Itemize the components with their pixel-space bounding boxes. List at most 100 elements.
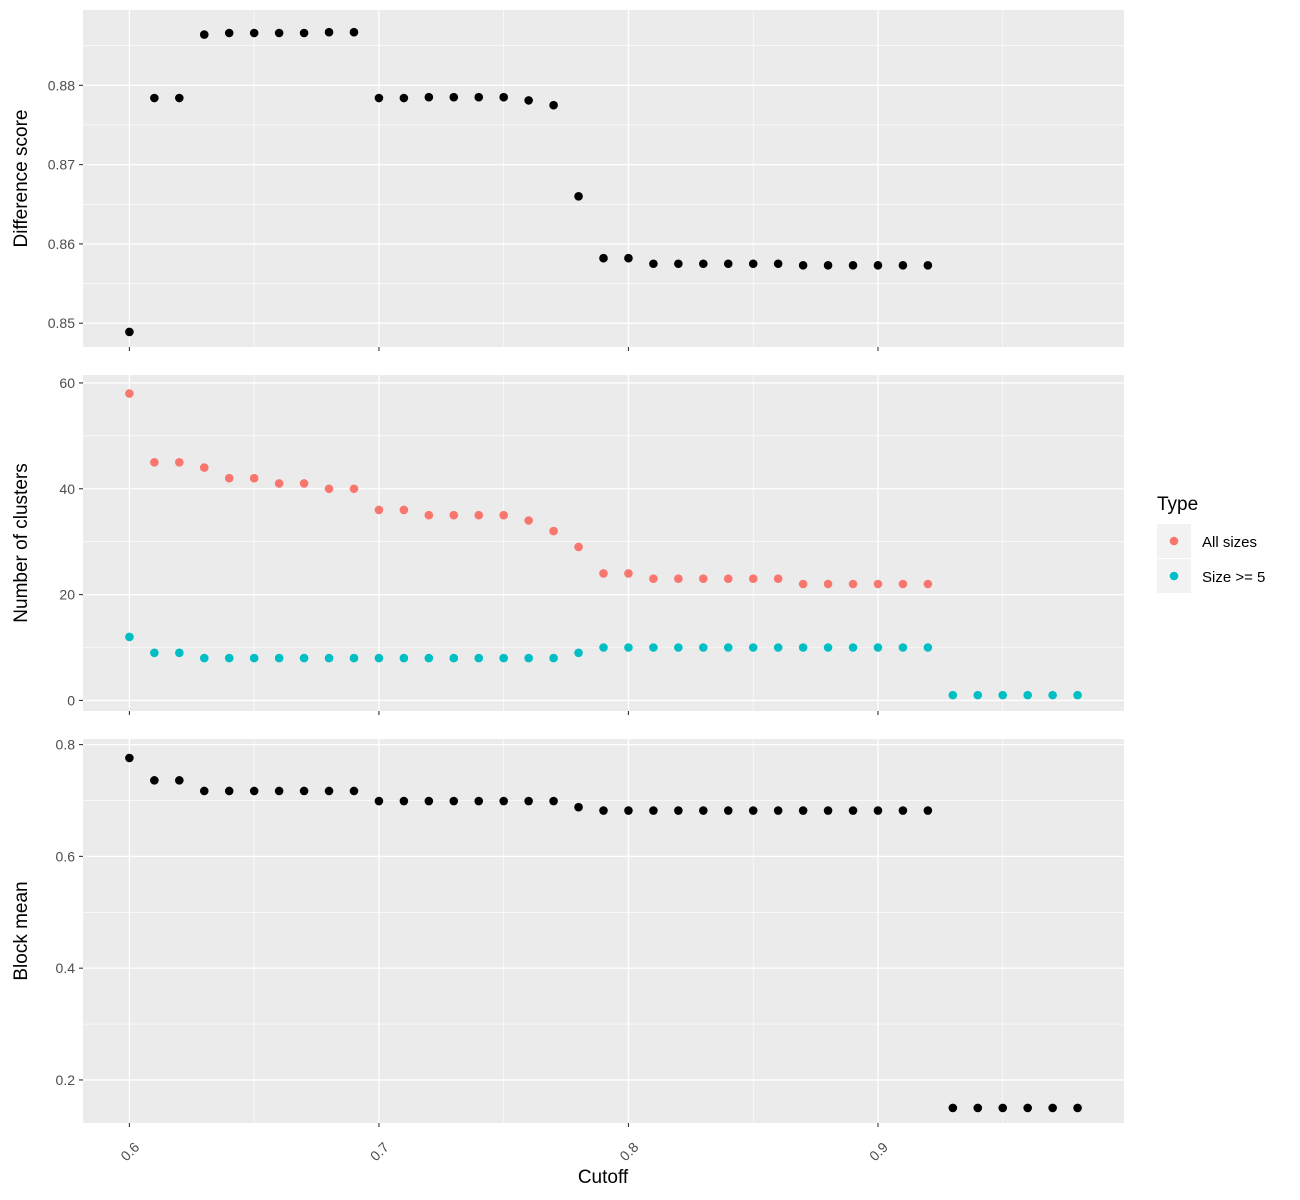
data-point <box>873 806 883 815</box>
data-point <box>898 261 908 270</box>
legend-marker <box>1169 536 1179 546</box>
data-point <box>649 643 658 652</box>
data-point <box>723 259 733 269</box>
data-point <box>624 806 633 815</box>
y-tick-label: 0.85 <box>48 315 75 331</box>
data-point <box>424 796 434 806</box>
data-point <box>349 653 359 663</box>
data-point <box>549 100 558 110</box>
data-point <box>474 653 484 663</box>
data-point <box>674 259 683 269</box>
y-axis-title: Number of clusters <box>11 463 32 622</box>
data-point <box>449 796 459 806</box>
panel-1: 0.85 0.86 0.87 0.88 Difference score <box>11 10 1124 351</box>
data-point <box>224 653 234 663</box>
data-point <box>199 786 209 796</box>
data-point <box>150 648 159 658</box>
series-1 <box>125 389 933 589</box>
data-point <box>948 690 958 700</box>
y-tick-label: 0.8 <box>56 737 76 753</box>
series-1 <box>125 753 1082 1113</box>
data-point <box>249 28 259 38</box>
data-point <box>324 653 334 663</box>
data-point <box>199 653 209 663</box>
data-point <box>499 653 508 663</box>
data-point <box>249 653 259 663</box>
data-point <box>848 806 858 815</box>
data-point <box>973 690 983 700</box>
data-point <box>699 574 708 584</box>
data-point <box>574 192 583 201</box>
data-point <box>349 484 359 494</box>
data-point <box>274 786 284 796</box>
data-point <box>499 510 508 520</box>
data-point <box>399 653 409 663</box>
data-point <box>674 574 683 584</box>
data-point <box>574 542 583 552</box>
data-point <box>449 653 459 663</box>
data-point <box>798 643 808 652</box>
data-point <box>349 27 359 37</box>
data-point <box>723 643 733 652</box>
data-point <box>998 690 1008 700</box>
data-point <box>324 786 334 796</box>
legend-marker <box>1169 571 1179 581</box>
data-point <box>998 1103 1008 1113</box>
panel-background <box>83 375 1124 711</box>
data-point <box>449 510 459 520</box>
data-point <box>524 796 533 806</box>
data-point <box>599 806 608 815</box>
data-point <box>175 458 184 467</box>
data-point <box>923 643 933 652</box>
data-point <box>374 505 384 515</box>
legend-label: All sizes <box>1202 534 1257 551</box>
data-point <box>848 643 858 652</box>
data-point <box>823 643 833 652</box>
x-tick-label: 0.7 <box>367 1139 392 1164</box>
data-point <box>574 648 583 658</box>
data-point <box>898 579 908 589</box>
data-point <box>474 510 484 520</box>
data-point <box>823 261 833 270</box>
legend: Type All sizes Size >= 5 <box>1157 494 1265 593</box>
panel-3: 0.2 0.4 0.6 0.8 Block mean <box>11 737 1124 1127</box>
data-point <box>150 776 159 785</box>
y-tick-label: 60 <box>59 375 75 391</box>
data-point <box>973 1103 983 1113</box>
data-point <box>624 569 633 578</box>
data-point <box>649 574 658 584</box>
legend-entry: Size >= 5 <box>1157 559 1265 593</box>
data-point <box>649 259 658 269</box>
y-tick-label: 0.6 <box>56 848 76 864</box>
data-point <box>649 806 658 815</box>
data-point <box>848 579 858 589</box>
data-point <box>125 327 134 337</box>
data-point <box>624 253 633 263</box>
data-point <box>524 96 533 105</box>
data-point <box>399 93 409 103</box>
data-point <box>823 579 833 589</box>
x-tick-label: 0.8 <box>616 1139 641 1164</box>
data-point <box>923 806 933 815</box>
data-point <box>898 806 908 815</box>
data-point <box>175 776 184 785</box>
data-point <box>374 796 384 806</box>
data-point <box>798 579 808 589</box>
data-point <box>224 28 234 38</box>
legend-label: Size >= 5 <box>1202 569 1265 586</box>
data-point <box>599 643 608 652</box>
data-point <box>699 259 708 269</box>
data-point <box>224 786 234 796</box>
data-point <box>199 463 209 472</box>
data-point <box>798 806 808 815</box>
data-point <box>274 653 284 663</box>
panels: 0.85 0.86 0.87 0.88 Difference score 0 20 40 60 N… <box>11 10 1124 1127</box>
legend-title: Type <box>1157 494 1198 515</box>
data-point <box>424 653 434 663</box>
data-point <box>748 806 758 815</box>
data-point <box>873 261 883 270</box>
data-point <box>624 643 633 652</box>
data-point <box>549 653 558 663</box>
data-point <box>773 806 783 815</box>
